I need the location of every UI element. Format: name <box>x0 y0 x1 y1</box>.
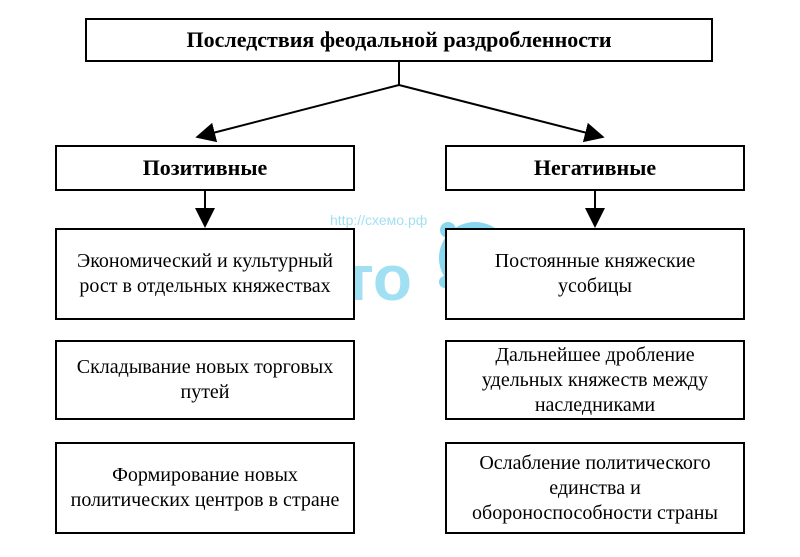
negative-item-3-text: Ослабление политического единства и обор… <box>457 451 733 526</box>
positive-item-2: Складывание новых торговых путей <box>55 340 355 420</box>
positive-item-1: Экономический и культурный рост в отдель… <box>55 228 355 320</box>
watermark-url: http://схемо.рф <box>330 212 427 228</box>
negative-item-1: Постоянные княжеские усобицы <box>445 228 745 320</box>
title-text: Последствия феодальной раздробленности <box>186 26 611 54</box>
heading-negative: Негативные <box>445 145 745 191</box>
diagram-canvas: http://схемо.рф Cxeто РФ Последствия фео… <box>0 0 800 557</box>
negative-item-2: Дальнейшее дробление удельных княжеств м… <box>445 340 745 420</box>
fork-connector <box>205 62 595 135</box>
positive-item-1-text: Экономический и культурный рост в отдель… <box>67 249 343 299</box>
positive-item-2-text: Складывание новых торговых путей <box>67 355 343 405</box>
negative-item-3: Ослабление политического единства и обор… <box>445 442 745 534</box>
heading-negative-text: Негативные <box>534 154 656 182</box>
positive-item-3: Формирование новых политических центров … <box>55 442 355 534</box>
positive-item-3-text: Формирование новых политических центров … <box>67 463 343 513</box>
heading-positive-text: Позитивные <box>143 154 268 182</box>
heading-positive: Позитивные <box>55 145 355 191</box>
negative-item-2-text: Дальнейшее дробление удельных княжеств м… <box>457 343 733 418</box>
negative-item-1-text: Постоянные княжеские усобицы <box>457 249 733 299</box>
title-box: Последствия феодальной раздробленности <box>85 18 713 62</box>
